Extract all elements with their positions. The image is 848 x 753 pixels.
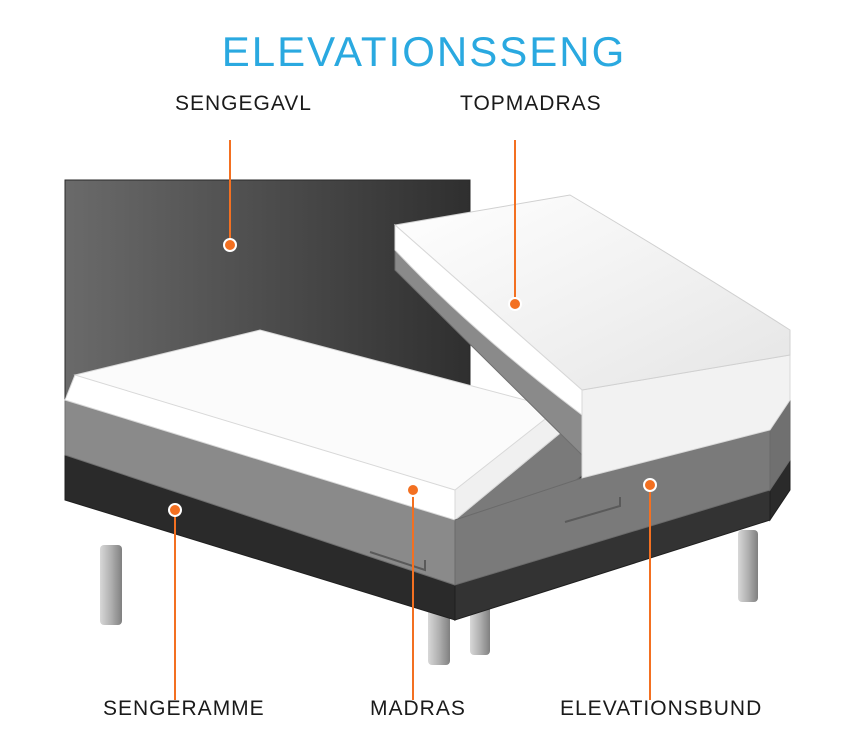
bed-illustration [0, 0, 848, 753]
